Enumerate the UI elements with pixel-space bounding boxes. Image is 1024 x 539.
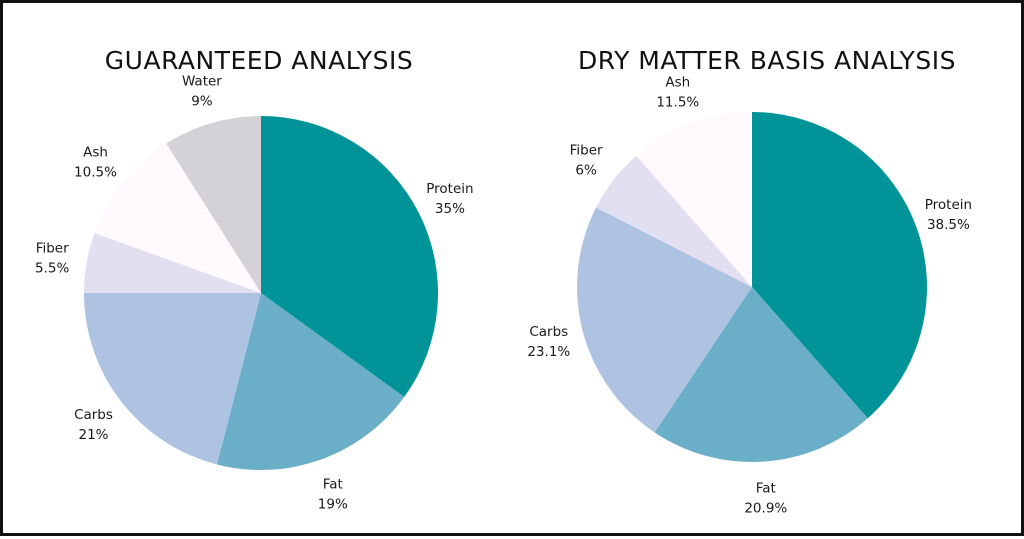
pie-label-fiber: Fiber 5.5% [35,241,69,277]
pie-charts-canvas: GUARANTEED ANALYSIS Protein 35% Fat 19% Carb… [35,46,972,517]
slice-name: Protein [426,181,473,197]
slice-name: Ash [83,144,108,160]
slice-name: Fat [323,477,343,493]
slice-name: Carbs [74,407,113,423]
pie-slice-protein [261,115,439,398]
pie-slice-carbs [84,293,261,465]
slice-name: Fat [756,481,776,497]
pie-labels: Protein 38.5% Fat 20.9% Carbs 23.1% Fiber 6% Ash… [527,75,972,517]
slice-name: Fiber [570,142,603,158]
pie-slices [84,115,439,471]
slice-value: 5.5% [35,261,69,277]
pie-label-protein: Protein 35% [426,181,473,217]
pie-label-fiber: Fiber 6% [570,142,603,178]
pie-label-ash: Ash 10.5% [74,144,117,180]
pie-slice-fat [216,293,405,471]
slice-value: 35% [435,201,465,217]
pie-slice-water [166,116,261,293]
pie-slice-fiber [596,155,752,287]
pie-slice-carbs [576,207,752,433]
pie-label-water: Water 9% [182,73,222,109]
slice-value: 6% [575,162,597,178]
slice-name: Fiber [36,241,69,257]
slice-value: 38.5% [927,217,970,233]
slice-value: 19% [318,497,348,513]
dry-matter-basis-analysis-chart: DRY MATTER BASIS ANALYSIS Protein 38.5% Fa… [527,46,972,517]
pie-label-protein: Protein 38.5% [925,197,972,233]
slice-name: Ash [665,75,690,91]
pie-label-fat: Fat 20.9% [744,481,787,517]
pie-label-carbs: Carbs 23.1% [527,324,570,360]
slice-value: 9% [191,93,213,109]
pie-slice-fiber [84,233,261,293]
pie-slices [576,112,928,462]
pie-slice-protein [752,112,928,419]
pie-slice-ash [94,143,262,293]
pie-label-ash: Ash 11.5% [656,75,699,111]
slice-value: 21% [78,427,108,443]
slice-name: Water [182,73,222,89]
pie-label-carbs: Carbs 21% [74,407,113,443]
chart-title: DRY MATTER BASIS ANALYSIS [578,46,956,75]
slice-name: Carbs [529,324,568,340]
slice-value: 23.1% [527,344,570,360]
slice-name: Protein [925,197,972,213]
pie-labels: Protein 35% Fat 19% Carbs 21% Fiber 5.5% Ash 10.5… [35,73,474,512]
pie-slice-fat [654,287,868,462]
pie-label-fat: Fat 19% [318,477,348,513]
pie-slice-ash [636,112,752,287]
slice-value: 11.5% [656,95,699,111]
guaranteed-analysis-chart: GUARANTEED ANALYSIS Protein 35% Fat 19% Carb… [35,46,474,513]
chart-title: GUARANTEED ANALYSIS [105,46,413,75]
slice-value: 20.9% [744,501,787,517]
slice-value: 10.5% [74,164,117,180]
